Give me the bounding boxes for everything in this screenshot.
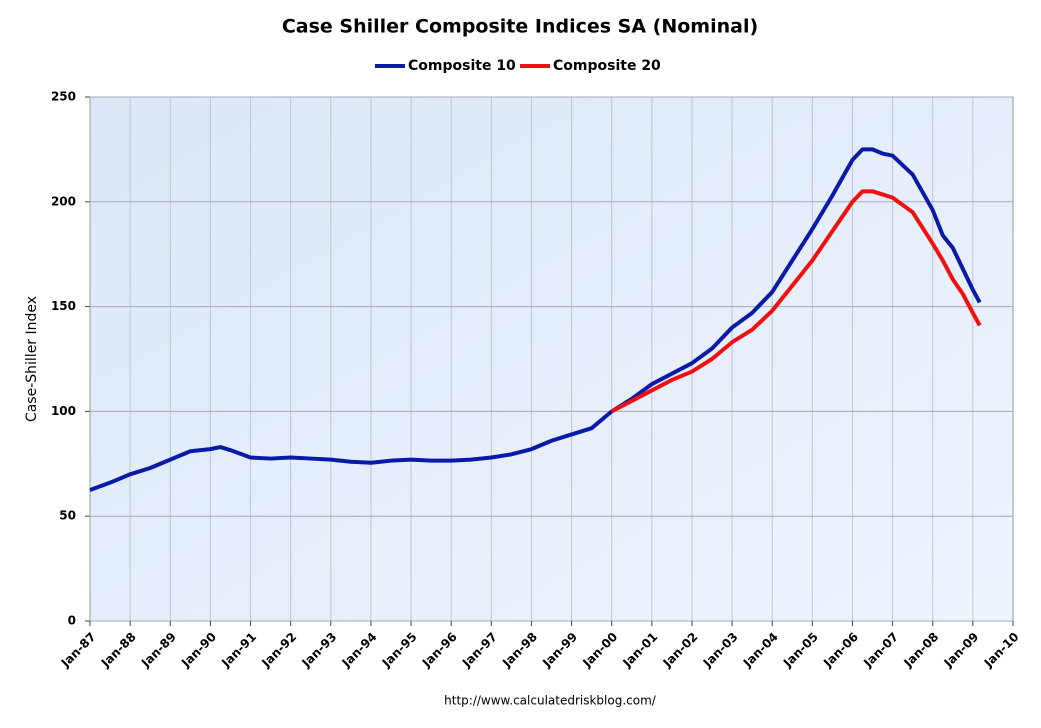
y-tick-label: 150 [51, 299, 76, 313]
x-tick-label: Jan-92 [258, 630, 299, 671]
x-tick-label: Jan-00 [579, 630, 620, 671]
x-tick-label: Jan-05 [780, 630, 821, 671]
chart-title: Case Shiller Composite Indices SA (Nomin… [282, 16, 758, 38]
x-tick-label: Jan-02 [660, 630, 701, 671]
x-tick-label: Jan-01 [620, 630, 661, 671]
legend-label: Composite 10 [408, 58, 516, 74]
x-tick-label: Jan-90 [178, 630, 219, 671]
source: http://www.calculatedriskblog.com/ [444, 694, 657, 708]
x-tick-label: Jan-09 [941, 630, 982, 671]
x-tick-label: Jan-91 [218, 630, 259, 671]
x-tick-label: Jan-97 [459, 630, 500, 671]
y-tick-label: 100 [51, 404, 76, 418]
x-tick-label: Jan-87 [58, 630, 99, 671]
x-tick-label: Jan-07 [860, 630, 901, 671]
series-line [89, 147, 982, 492]
x-tick-label: Jan-04 [740, 630, 781, 671]
y-tick-label: 50 [59, 509, 76, 523]
y-tick-label: 250 [51, 90, 76, 104]
x-tick-label: Jan-93 [299, 630, 340, 671]
y-tick-label: 200 [51, 194, 76, 208]
y-tick-label: 0 [68, 614, 76, 628]
x-tick-label: Jan-10 [981, 630, 1022, 671]
legend-label: Composite 20 [553, 58, 661, 74]
x-tick-label: Jan-99 [539, 630, 580, 671]
x-tick-label: Jan-89 [138, 630, 179, 671]
series-line [610, 189, 982, 414]
x-tick-label: Jan-95 [379, 630, 420, 671]
plot-area [89, 96, 1014, 622]
x-tick-label: Jan-88 [98, 630, 139, 671]
x-tick-label: Jan-03 [700, 630, 741, 671]
x-tick-label: Jan-96 [419, 630, 460, 671]
y-axis-label: Case-Shiller Index [24, 296, 40, 422]
x-tick-label: Jan-08 [900, 630, 941, 671]
x-tick-label: Jan-94 [339, 630, 380, 671]
x-tick-label: Jan-98 [499, 630, 540, 671]
x-tick-label: Jan-06 [820, 630, 861, 671]
